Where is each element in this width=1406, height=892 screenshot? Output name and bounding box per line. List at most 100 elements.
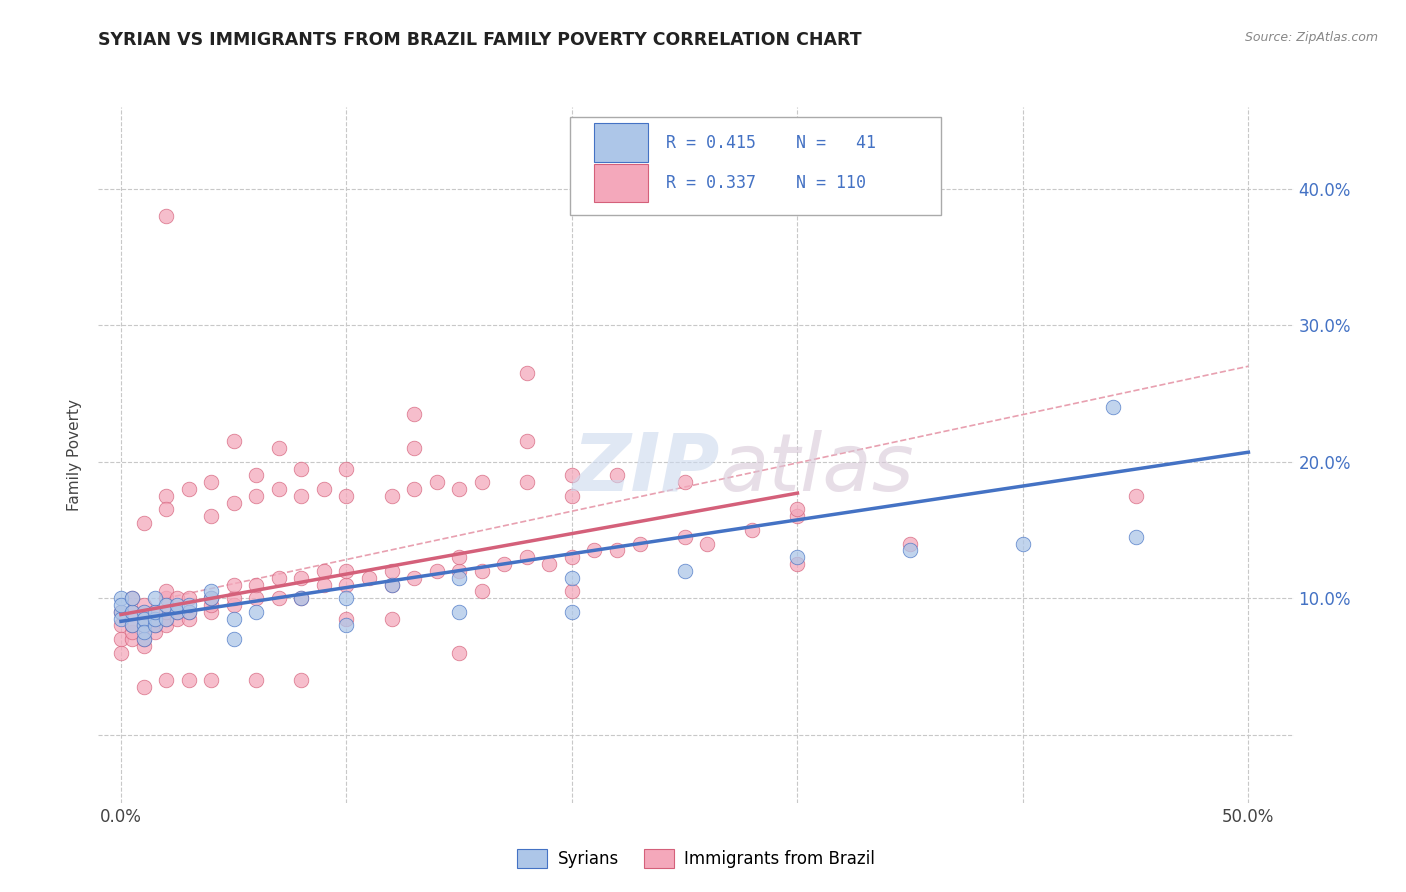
Point xyxy=(898,536,921,550)
Point xyxy=(143,625,166,640)
Point xyxy=(177,605,200,619)
Point xyxy=(471,475,494,490)
Point xyxy=(1125,489,1147,503)
Point xyxy=(380,489,402,503)
Point xyxy=(516,475,538,490)
Point xyxy=(290,571,312,585)
Point xyxy=(132,639,155,653)
Text: R = 0.415    N =   41: R = 0.415 N = 41 xyxy=(666,134,876,152)
Point xyxy=(267,441,290,455)
Point xyxy=(200,475,222,490)
FancyBboxPatch shape xyxy=(595,164,648,202)
Point xyxy=(166,605,188,619)
Legend: Syrians, Immigrants from Brazil: Syrians, Immigrants from Brazil xyxy=(510,842,882,874)
Point xyxy=(132,632,155,646)
Point xyxy=(110,591,132,606)
Point xyxy=(200,591,222,606)
Point xyxy=(335,461,357,475)
Point xyxy=(1012,536,1035,550)
Point xyxy=(110,618,132,632)
Point xyxy=(335,577,357,591)
Point xyxy=(121,625,143,640)
Point xyxy=(741,523,763,537)
Point xyxy=(426,564,449,578)
Point xyxy=(245,673,267,687)
Text: atlas: atlas xyxy=(720,430,915,508)
Point xyxy=(380,612,402,626)
Point xyxy=(404,482,426,496)
Point xyxy=(177,673,200,687)
Point xyxy=(673,475,696,490)
Point xyxy=(245,577,267,591)
Point xyxy=(312,482,335,496)
Point xyxy=(121,605,143,619)
Point xyxy=(222,598,245,612)
Point xyxy=(312,564,335,578)
Point xyxy=(290,673,312,687)
Point xyxy=(449,605,471,619)
Point xyxy=(132,605,155,619)
Point xyxy=(132,605,155,619)
Point xyxy=(471,564,494,578)
Point xyxy=(426,475,449,490)
Point xyxy=(132,516,155,530)
Point xyxy=(155,584,177,599)
Point xyxy=(335,489,357,503)
Point xyxy=(121,618,143,632)
Point xyxy=(132,632,155,646)
Point xyxy=(898,543,921,558)
Point xyxy=(1102,400,1125,414)
Point xyxy=(245,605,267,619)
Point xyxy=(786,550,808,565)
Point xyxy=(132,612,155,626)
Point xyxy=(290,461,312,475)
Point xyxy=(110,612,132,626)
Text: R = 0.337    N = 110: R = 0.337 N = 110 xyxy=(666,174,866,192)
Point xyxy=(132,618,155,632)
Point xyxy=(177,605,200,619)
Point xyxy=(245,468,267,483)
Point xyxy=(200,605,222,619)
Point xyxy=(222,632,245,646)
Point xyxy=(606,543,628,558)
Point xyxy=(200,598,222,612)
Point xyxy=(200,509,222,524)
Point xyxy=(290,489,312,503)
Point xyxy=(121,605,143,619)
Point xyxy=(449,571,471,585)
Point xyxy=(561,584,583,599)
Point xyxy=(166,612,188,626)
Point xyxy=(449,646,471,660)
Point xyxy=(786,509,808,524)
Point xyxy=(335,618,357,632)
Point xyxy=(155,618,177,632)
Point xyxy=(110,598,132,612)
Point xyxy=(110,646,132,660)
Point xyxy=(380,577,402,591)
Point xyxy=(143,612,166,626)
Text: Source: ZipAtlas.com: Source: ZipAtlas.com xyxy=(1244,31,1378,45)
Point xyxy=(449,482,471,496)
Point xyxy=(538,557,561,571)
Point xyxy=(166,605,188,619)
Point xyxy=(155,612,177,626)
Point xyxy=(222,612,245,626)
Point xyxy=(166,591,188,606)
Point xyxy=(177,598,200,612)
Point xyxy=(786,557,808,571)
Point xyxy=(312,577,335,591)
Point xyxy=(155,598,177,612)
Point xyxy=(132,680,155,694)
Point xyxy=(673,564,696,578)
Point xyxy=(561,605,583,619)
Point xyxy=(200,584,222,599)
Point xyxy=(177,591,200,606)
Point xyxy=(143,591,166,606)
Point xyxy=(335,591,357,606)
Point xyxy=(143,618,166,632)
Point xyxy=(132,625,155,640)
Point xyxy=(177,482,200,496)
Point xyxy=(155,673,177,687)
Point xyxy=(110,605,132,619)
Point xyxy=(290,591,312,606)
